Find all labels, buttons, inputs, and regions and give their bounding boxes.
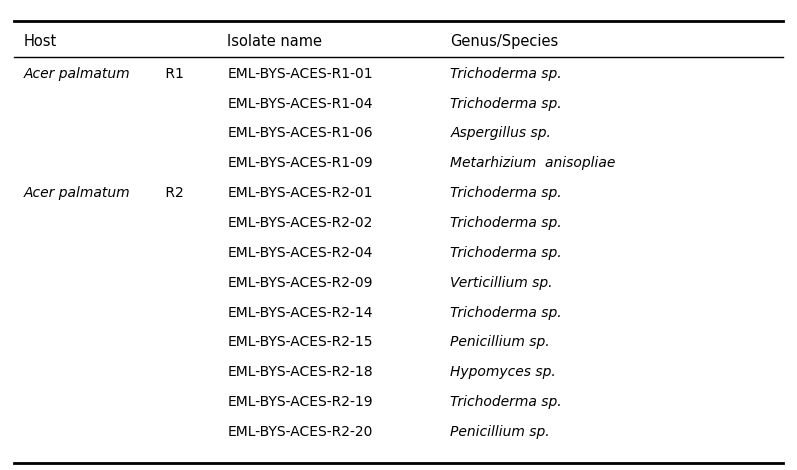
Text: Trichoderma sp.: Trichoderma sp. [450,306,562,320]
Text: EML-BYS-ACES-R2-02: EML-BYS-ACES-R2-02 [227,216,372,230]
Text: Trichoderma sp.: Trichoderma sp. [450,97,562,110]
Text: EML-BYS-ACES-R2-19: EML-BYS-ACES-R2-19 [227,395,373,409]
Text: EML-BYS-ACES-R2-04: EML-BYS-ACES-R2-04 [227,246,372,260]
Text: Trichoderma sp.: Trichoderma sp. [450,67,562,81]
Text: EML-BYS-ACES-R1-06: EML-BYS-ACES-R1-06 [227,126,373,141]
Text: Penicillium sp.: Penicillium sp. [450,336,550,349]
Text: Trichoderma sp.: Trichoderma sp. [450,246,562,260]
Text: EML-BYS-ACES-R2-15: EML-BYS-ACES-R2-15 [227,336,373,349]
Text: EML-BYS-ACES-R2-20: EML-BYS-ACES-R2-20 [227,425,372,439]
Text: EML-BYS-ACES-R2-14: EML-BYS-ACES-R2-14 [227,306,373,320]
Text: Verticillium sp.: Verticillium sp. [450,276,553,290]
Text: Genus/Species: Genus/Species [450,34,559,49]
Text: Trichoderma sp.: Trichoderma sp. [450,395,562,409]
Text: Trichoderma sp.: Trichoderma sp. [450,216,562,230]
Text: Acer palmatum: Acer palmatum [24,67,131,81]
Text: Penicillium sp.: Penicillium sp. [450,425,550,439]
Text: R2: R2 [162,186,184,200]
Text: EML-BYS-ACES-R1-04: EML-BYS-ACES-R1-04 [227,97,373,110]
Text: EML-BYS-ACES-R1-01: EML-BYS-ACES-R1-01 [227,67,373,81]
Text: EML-BYS-ACES-R1-09: EML-BYS-ACES-R1-09 [227,157,373,170]
Text: EML-BYS-ACES-R2-01: EML-BYS-ACES-R2-01 [227,186,373,200]
Text: Host: Host [24,34,57,49]
Text: Trichoderma sp.: Trichoderma sp. [450,186,562,200]
Text: Metarhizium  anisopliae: Metarhizium anisopliae [450,157,615,170]
Text: Isolate name: Isolate name [227,34,322,49]
Text: Aspergillus sp.: Aspergillus sp. [450,126,552,141]
Text: EML-BYS-ACES-R2-18: EML-BYS-ACES-R2-18 [227,365,373,379]
Text: EML-BYS-ACES-R2-09: EML-BYS-ACES-R2-09 [227,276,373,290]
Text: Acer palmatum: Acer palmatum [24,186,131,200]
Text: Hypomyces sp.: Hypomyces sp. [450,365,556,379]
Text: R1: R1 [162,67,184,81]
